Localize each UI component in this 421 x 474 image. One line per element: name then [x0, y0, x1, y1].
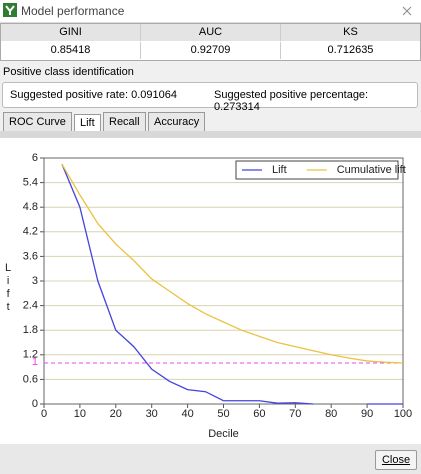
y-axis-label: Lift — [2, 262, 14, 314]
series-line — [61, 163, 314, 405]
tab[interactable]: ROC Curve — [3, 112, 72, 131]
metrics-table: GINI AUC KS 0.85418 0.92709 0.712635 — [0, 23, 421, 61]
footer: Close — [0, 444, 421, 474]
tab-panel-edge — [0, 131, 421, 138]
suggested-percentage: Suggested positive percentage: 0.273314 — [214, 89, 369, 113]
y-tick-label: 4.8 — [23, 201, 38, 213]
legend-label: Cumulative lift — [337, 164, 406, 176]
app-icon — [3, 3, 17, 17]
legend-label: Lift — [272, 164, 287, 176]
y-tick-label: 1.8 — [23, 324, 38, 336]
header-cell: KS — [281, 24, 420, 41]
tab[interactable]: Lift — [74, 114, 101, 131]
title-bar: Model performance — [0, 0, 421, 23]
x-tick-label: 70 — [289, 408, 301, 420]
value-cell: 0.92709 — [141, 42, 281, 59]
reference-label: 1 — [32, 356, 38, 368]
x-tick-label: 80 — [325, 408, 337, 420]
suggested-rate: Suggested positive rate: 0.091064 — [10, 89, 177, 101]
y-tick-label: 1.2 — [23, 349, 38, 361]
x-tick-label: 10 — [74, 408, 86, 420]
x-tick-label: 40 — [181, 408, 193, 420]
suggestion-box: Suggested positive rate: 0.091064 Sugges… — [2, 82, 418, 113]
header-cell: AUC — [141, 24, 281, 41]
window-title: Model performance — [21, 4, 125, 18]
x-tick-label: 60 — [253, 408, 265, 420]
x-tick-label: 0 — [41, 408, 47, 420]
y-tick-label: 2.4 — [23, 300, 38, 312]
y-tick-label: 0.6 — [23, 373, 38, 385]
tab[interactable]: Accuracy — [148, 112, 206, 131]
series-line — [61, 163, 404, 364]
y-tick-label: 3.6 — [23, 250, 38, 262]
close-button[interactable]: Close — [375, 450, 417, 470]
value-cell: 0.712635 — [327, 44, 374, 56]
x-tick-label: 90 — [361, 408, 373, 420]
y-tick-label: 0 — [32, 398, 38, 410]
x-tick-label: 30 — [146, 408, 158, 420]
tab[interactable]: Recall — [103, 112, 146, 131]
value-cell: 0.85418 — [1, 42, 141, 59]
section-label: Positive class identification — [3, 66, 134, 78]
header-cell: GINI — [1, 24, 141, 41]
close-x[interactable] — [402, 6, 412, 16]
plot-frame — [43, 157, 404, 405]
y-tick-label: 3 — [32, 275, 38, 287]
x-tick-label: 50 — [217, 408, 229, 420]
x-tick-label: 100 — [394, 408, 412, 420]
y-tick-label: 4.2 — [23, 226, 38, 238]
x-tick-label: 20 — [110, 408, 122, 420]
x-axis-label: Decile — [208, 428, 239, 440]
y-tick-label: 6 — [32, 152, 38, 164]
y-tick-label: 5.4 — [23, 177, 38, 189]
chart: 00.61.21.82.433.64.24.85.460 10 20 30 40 50 60… — [0, 138, 421, 444]
